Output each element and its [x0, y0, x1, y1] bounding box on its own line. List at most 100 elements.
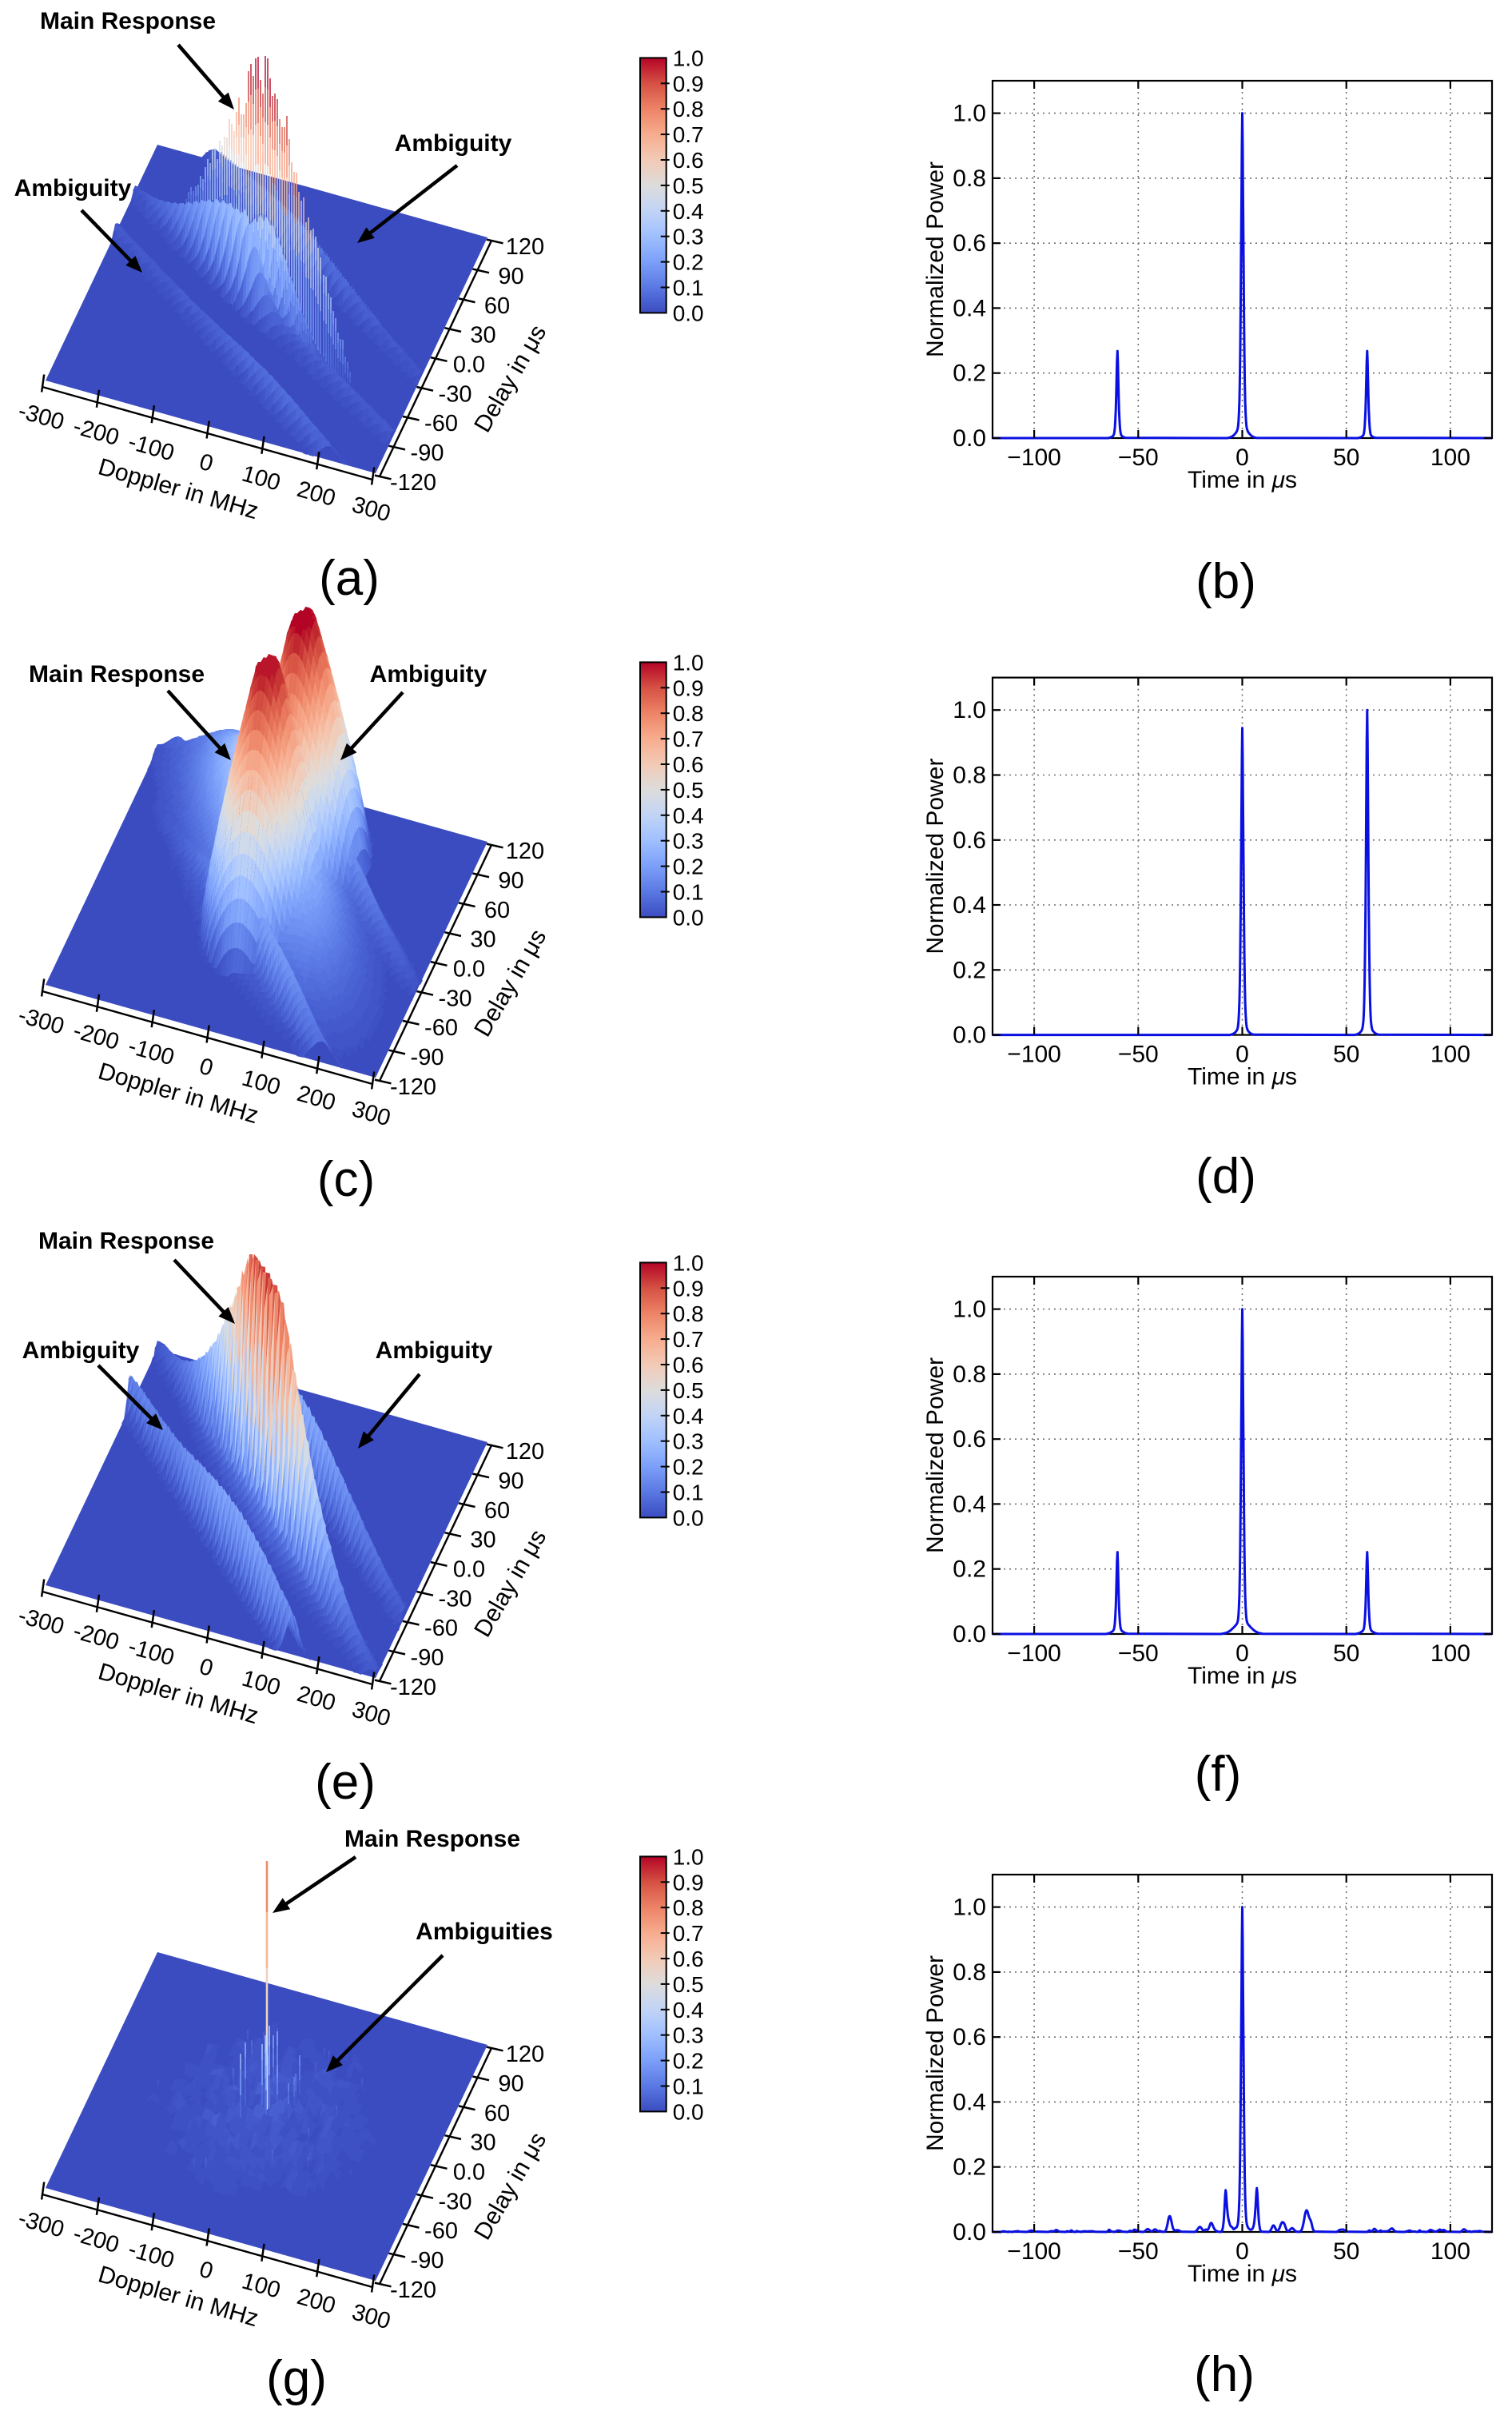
- svg-text:0.1: 0.1: [673, 276, 704, 301]
- svg-text:0.0: 0.0: [453, 2160, 485, 2186]
- svg-text:50: 50: [1333, 1640, 1359, 1667]
- svg-text:0.2: 0.2: [673, 250, 704, 275]
- svg-text:0.2: 0.2: [953, 2154, 986, 2181]
- svg-text:0.0: 0.0: [953, 1621, 986, 1648]
- svg-text:-120: -120: [390, 470, 436, 496]
- svg-text:Ambiguity: Ambiguity: [370, 661, 487, 687]
- svg-text:-30: -30: [439, 2189, 472, 2214]
- svg-text:120: 120: [506, 839, 544, 864]
- svg-text:0.0: 0.0: [453, 1557, 485, 1583]
- svg-text:0.9: 0.9: [673, 71, 704, 96]
- svg-text:50: 50: [1333, 1042, 1359, 1068]
- svg-text:−50: −50: [1118, 444, 1159, 471]
- svg-text:0.8: 0.8: [953, 1959, 986, 1986]
- svg-text:0.6: 0.6: [673, 1353, 704, 1377]
- svg-text:−100: −100: [1007, 444, 1061, 471]
- svg-text:120: 120: [506, 1439, 544, 1465]
- svg-text:0.1: 0.1: [673, 2074, 704, 2099]
- svg-text:(e): (e): [315, 1755, 376, 1810]
- svg-text:1.0: 1.0: [673, 650, 704, 675]
- svg-text:(c): (c): [317, 1152, 375, 1207]
- svg-text:30: 30: [470, 1528, 495, 1553]
- svg-text:0.5: 0.5: [673, 1378, 704, 1403]
- svg-text:0.6: 0.6: [673, 752, 704, 777]
- svg-text:Normalized Power: Normalized Power: [922, 161, 949, 357]
- svg-text:0: 0: [1235, 1042, 1249, 1068]
- svg-text:1.0: 1.0: [953, 1895, 986, 1921]
- svg-text:−100: −100: [1007, 1640, 1061, 1667]
- svg-text:0.3: 0.3: [673, 829, 704, 854]
- svg-text:0.9: 0.9: [673, 1870, 704, 1895]
- svg-text:-60: -60: [424, 1616, 458, 1641]
- svg-text:Main Response: Main Response: [38, 1228, 214, 1254]
- svg-text:0.0: 0.0: [453, 353, 485, 378]
- svg-text:0.8: 0.8: [673, 97, 704, 122]
- svg-text:0.9: 0.9: [673, 1276, 704, 1301]
- svg-text:50: 50: [1333, 444, 1359, 471]
- svg-text:0.6: 0.6: [673, 1947, 704, 1971]
- svg-text:1.0: 1.0: [673, 46, 704, 70]
- svg-text:0.2: 0.2: [673, 2049, 704, 2074]
- svg-text:−50: −50: [1118, 1640, 1159, 1667]
- svg-text:Ambiguity: Ambiguity: [22, 1337, 140, 1364]
- svg-text:-30: -30: [439, 986, 472, 1011]
- svg-text:0.0: 0.0: [953, 425, 986, 452]
- svg-text:0.6: 0.6: [953, 1426, 986, 1453]
- svg-text:-90: -90: [411, 2248, 444, 2274]
- svg-text:Normalized Power: Normalized Power: [922, 1357, 949, 1553]
- svg-text:−50: −50: [1118, 2238, 1159, 2265]
- svg-text:0.6: 0.6: [953, 2024, 986, 2050]
- svg-text:0: 0: [1235, 444, 1249, 471]
- svg-text:0.7: 0.7: [673, 122, 704, 147]
- svg-text:0.4: 0.4: [673, 1404, 704, 1429]
- svg-text:-60: -60: [424, 2218, 458, 2244]
- svg-text:0.4: 0.4: [673, 199, 704, 224]
- svg-text:0.0: 0.0: [673, 301, 704, 325]
- svg-text:0.8: 0.8: [953, 165, 986, 192]
- svg-text:Normalized Power: Normalized Power: [922, 759, 949, 954]
- svg-text:-90: -90: [411, 440, 444, 466]
- svg-text:0.0: 0.0: [673, 1505, 704, 1530]
- svg-text:-120: -120: [390, 2278, 436, 2303]
- svg-text:0.7: 0.7: [673, 1327, 704, 1352]
- svg-text:120: 120: [506, 234, 544, 260]
- svg-text:0.8: 0.8: [673, 701, 704, 726]
- svg-text:0.2: 0.2: [953, 1556, 986, 1583]
- svg-text:0.6: 0.6: [953, 230, 986, 257]
- svg-text:0.1: 0.1: [673, 880, 704, 905]
- svg-text:0.3: 0.3: [673, 1429, 704, 1454]
- svg-text:120: 120: [506, 2042, 544, 2067]
- svg-text:0.5: 0.5: [673, 778, 704, 803]
- svg-text:60: 60: [484, 1498, 510, 1524]
- svg-text:90: 90: [498, 264, 523, 289]
- svg-text:−100: −100: [1007, 1042, 1061, 1068]
- svg-text:-120: -120: [390, 1074, 436, 1100]
- svg-text:0.5: 0.5: [673, 1972, 704, 1997]
- svg-text:-30: -30: [439, 381, 472, 407]
- svg-text:0.8: 0.8: [673, 1895, 704, 1920]
- svg-text:(f): (f): [1195, 1747, 1242, 1802]
- svg-text:-60: -60: [424, 1015, 458, 1041]
- svg-text:1.0: 1.0: [953, 1297, 986, 1323]
- svg-text:(a): (a): [319, 551, 380, 606]
- svg-text:0.1: 0.1: [673, 1480, 704, 1505]
- svg-text:0.8: 0.8: [953, 763, 986, 789]
- svg-text:Ambiguity: Ambiguity: [14, 175, 132, 201]
- svg-text:-90: -90: [411, 1645, 444, 1671]
- svg-text:0.2: 0.2: [953, 361, 986, 387]
- svg-text:-90: -90: [411, 1045, 444, 1070]
- svg-text:30: 30: [470, 2130, 495, 2156]
- svg-text:0: 0: [1235, 1640, 1249, 1667]
- svg-text:0.0: 0.0: [673, 2099, 704, 2124]
- svg-text:100: 100: [1430, 1640, 1470, 1667]
- svg-text:0.8: 0.8: [953, 1361, 986, 1388]
- svg-text:Main Response: Main Response: [29, 661, 205, 687]
- svg-text:Time in μs: Time in μs: [1188, 467, 1297, 493]
- svg-text:90: 90: [498, 1469, 523, 1494]
- svg-text:(g): (g): [266, 2351, 327, 2406]
- svg-text:60: 60: [484, 293, 510, 319]
- svg-text:1.0: 1.0: [673, 1844, 704, 1869]
- svg-text:Normalized Power: Normalized Power: [922, 1955, 949, 2151]
- svg-text:0.4: 0.4: [673, 1998, 704, 2022]
- svg-text:60: 60: [484, 898, 510, 923]
